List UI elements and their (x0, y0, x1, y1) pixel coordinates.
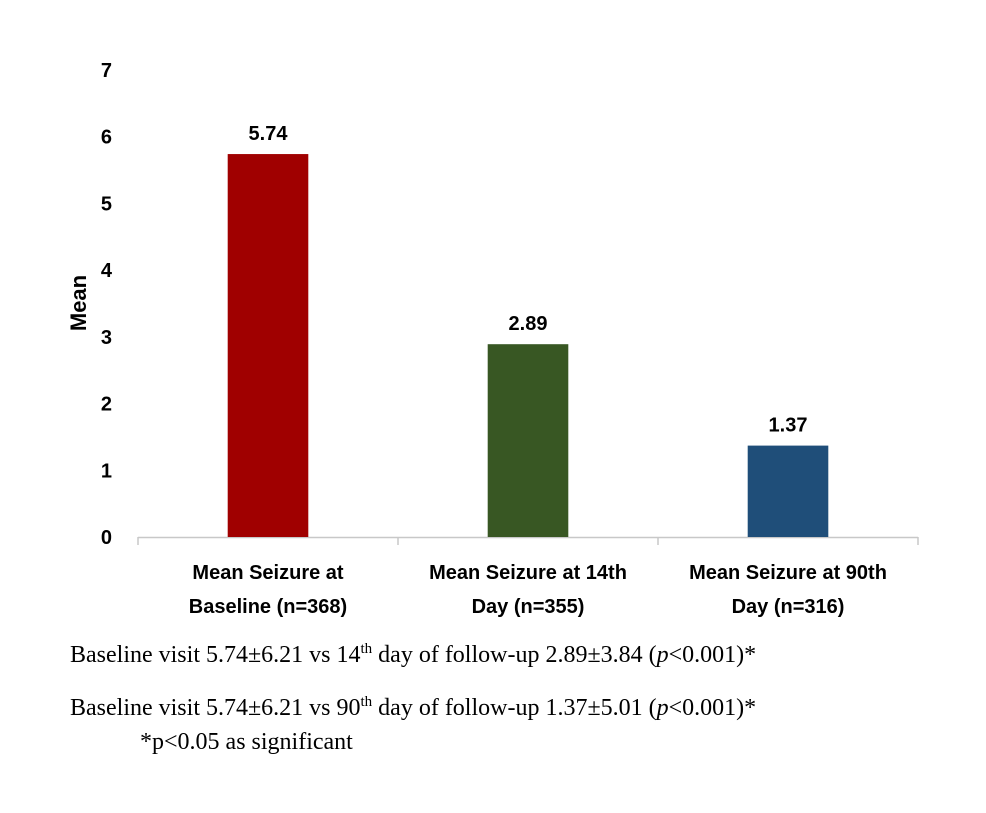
y-axis-title: Mean (66, 275, 91, 331)
data-labels: 5.74 2.89 1.37 (249, 123, 808, 437)
category-label: Mean Seizure at (192, 562, 344, 584)
category-label: Baseline (n=368) (189, 596, 347, 618)
footnote-comparison-14th-day: Baseline visit 5.74±6.21 vs 14th day of … (70, 641, 757, 668)
category-label: Mean Seizure at 90th (689, 562, 887, 584)
bars (227, 154, 829, 537)
footnote-comparison-90th-day: Baseline visit 5.74±6.21 vs 90th day of … (70, 694, 757, 721)
bar (487, 344, 569, 537)
bar-chart: 0 1 2 3 4 5 6 7 Mean 5.74 2.89 1.37 Mean Seizure … (66, 60, 919, 618)
y-tick-label: 3 (101, 327, 112, 349)
y-tick-label: 2 (101, 394, 112, 416)
y-tick-label: 7 (101, 60, 112, 82)
data-label: 2.89 (509, 313, 548, 335)
y-tick-label: 0 (101, 527, 112, 549)
category-label: Mean Seizure at 14th (429, 562, 627, 584)
data-label: 1.37 (769, 415, 808, 437)
data-label: 5.74 (249, 123, 289, 145)
category-label: Day (n=316) (732, 596, 845, 618)
category-label: Day (n=355) (472, 596, 585, 618)
y-tick-label: 1 (101, 460, 112, 482)
y-axis-ticks: 0 1 2 3 4 5 6 7 (101, 60, 113, 549)
bar (747, 445, 829, 537)
y-tick-label: 5 (101, 193, 112, 215)
footnote-significance: *p<0.05 as significant (140, 729, 353, 755)
y-tick-label: 6 (101, 127, 112, 149)
bar (227, 154, 309, 537)
category-labels: Mean Seizure at Baseline (n=368) Mean Seiz… (189, 562, 887, 618)
y-tick-label: 4 (101, 260, 113, 282)
